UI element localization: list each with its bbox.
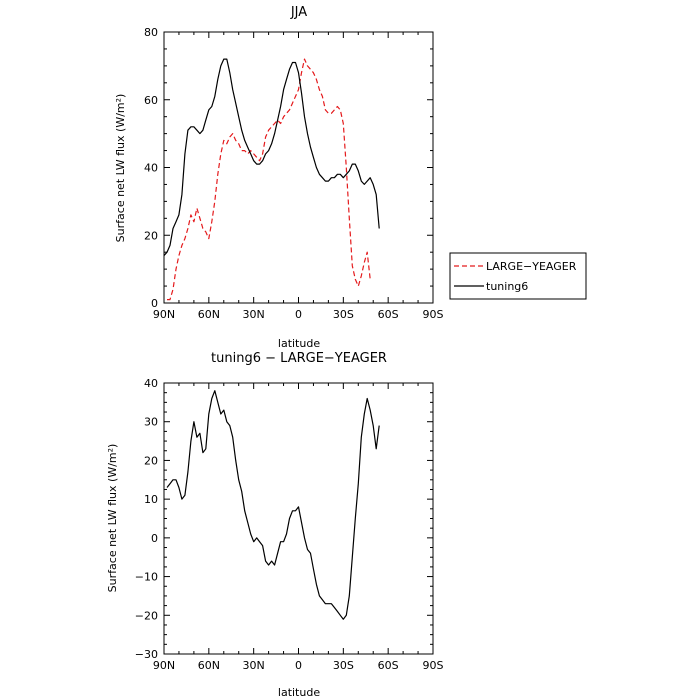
x-tick-label: 60S (378, 308, 399, 321)
y-tick-label: 0 (151, 297, 158, 310)
y-tick-label: −30 (135, 648, 158, 661)
y-tick-label: 10 (144, 493, 158, 506)
series-layer (166, 390, 380, 620)
series-line-difference (166, 390, 380, 620)
panel-top: JJA 90N 60N 30N 0 30S 60S 90S 0 20 40 60 80 latitud… (114, 5, 444, 350)
x-tick-label: 30N (243, 659, 265, 672)
y-tick-label: 20 (144, 229, 158, 242)
x-tick-label: 90N (153, 659, 175, 672)
legend-label-tuning6: tuning6 (486, 280, 528, 293)
axis-ticks: 90N 60N 30N 0 30S 60S 90S −30 −20 −10 0 10 20 30 40 (135, 377, 444, 672)
x-tick-label: 60N (198, 308, 220, 321)
series-layer (163, 58, 380, 301)
x-tick-label: 30S (333, 659, 354, 672)
x-tick-label: 0 (295, 308, 302, 321)
y-tick-label: −10 (135, 571, 158, 584)
y-tick-label: 60 (144, 94, 158, 107)
legend-box (449, 252, 587, 300)
y-tick-label: 30 (144, 416, 158, 429)
y-tick-label: 80 (144, 26, 158, 39)
y-axis-label: Surface net LW flux (W/m²) (106, 444, 119, 593)
plot-frame (163, 382, 434, 655)
y-tick-label: 20 (144, 454, 158, 467)
y-axis-label: Surface net LW flux (W/m²) (114, 94, 127, 243)
x-tick-label: 90N (153, 308, 175, 321)
y-tick-label: 0 (151, 532, 158, 545)
x-tick-label: 90S (423, 659, 444, 672)
legend: LARGE−YEAGER tuning6 (449, 252, 587, 300)
x-tick-label: 30S (333, 308, 354, 321)
y-tick-label: −20 (135, 609, 158, 622)
x-axis-label: latitude (278, 337, 320, 350)
series-line-tuning6 (163, 58, 380, 256)
series-line-large-yeager (167, 58, 371, 301)
x-tick-label: 60N (198, 659, 220, 672)
x-tick-label: 90S (423, 308, 444, 321)
y-tick-label: 40 (144, 377, 158, 390)
y-tick-label: 40 (144, 162, 158, 175)
axis-ticks: 90N 60N 30N 0 30S 60S 90S 0 20 40 60 80 (144, 26, 444, 321)
x-tick-label: 30N (243, 308, 265, 321)
panel-bottom: tuning6 − LARGE−YEAGER 90N 60N 30N 0 30S 60S 9… (106, 351, 444, 699)
x-tick-label: 0 (295, 659, 302, 672)
legend-label-large-yeager: LARGE−YEAGER (486, 260, 577, 273)
chart-title: JJA (290, 5, 307, 20)
x-tick-label: 60S (378, 659, 399, 672)
chart-title: tuning6 − LARGE−YEAGER (211, 351, 387, 366)
x-axis-label: latitude (278, 686, 320, 699)
